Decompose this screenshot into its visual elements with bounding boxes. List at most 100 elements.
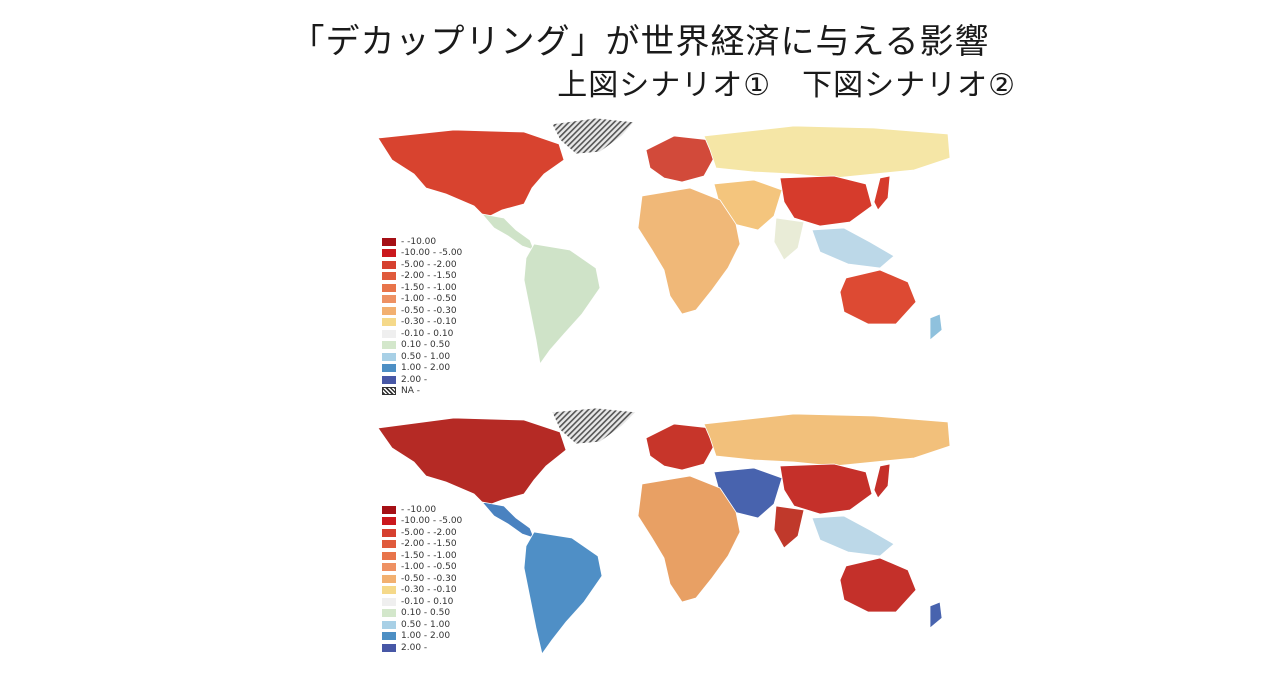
region-australia bbox=[839, 269, 917, 325]
legend-swatch bbox=[382, 352, 396, 361]
region-north-america bbox=[377, 129, 565, 219]
legend-swatch bbox=[382, 283, 396, 292]
legend-swatch bbox=[382, 540, 396, 549]
region-greenland bbox=[551, 118, 635, 155]
legend-swatch-na bbox=[382, 387, 396, 396]
legend-item: -2.00 - -1.50 bbox=[382, 271, 471, 283]
legend-item: -5.00 - -2.00 bbox=[382, 527, 471, 539]
legend-range-label: -0.30 - -0.10 bbox=[401, 317, 457, 328]
legend-range-label: -1.00 - -0.50 bbox=[401, 562, 457, 573]
legend-swatch bbox=[382, 341, 396, 350]
legend-swatch bbox=[382, 249, 396, 258]
legend-item: -0.50 - -0.30 bbox=[382, 573, 471, 585]
legend-range-label: -1.00 - -0.50 bbox=[401, 294, 457, 305]
legend-range-label: -0.10 - 0.10 bbox=[401, 328, 454, 339]
legend-swatch bbox=[382, 364, 396, 373]
legend-swatch bbox=[382, 272, 396, 281]
legend-swatch bbox=[382, 597, 396, 606]
world-map-1 bbox=[377, 118, 951, 366]
region-se-asia bbox=[811, 227, 895, 269]
legend-item: 0.10 - 0.50 bbox=[382, 340, 471, 352]
legend-item: 1.00 - 2.00 bbox=[382, 363, 471, 375]
region-africa bbox=[637, 475, 741, 603]
legend-item: 2.00 - bbox=[382, 374, 471, 386]
region-russia bbox=[703, 125, 951, 179]
legend-swatch bbox=[382, 643, 396, 652]
legend-swatch bbox=[382, 528, 396, 537]
legend-item: -10.00 - -5.00 bbox=[382, 248, 471, 260]
legend-item: 2.00 - bbox=[382, 642, 471, 654]
region-new-zealand bbox=[929, 313, 943, 341]
region-europe bbox=[645, 135, 715, 183]
legend-item: -0.30 - -0.10 bbox=[382, 317, 471, 329]
legend-item-na: NA - bbox=[382, 386, 471, 398]
legend-swatch bbox=[382, 237, 396, 246]
legend-swatch bbox=[382, 551, 396, 560]
legend-item: -1.00 - -0.50 bbox=[382, 294, 471, 306]
legend-range-label: -5.00 - -2.00 bbox=[401, 527, 457, 538]
legend-item: -0.10 - 0.10 bbox=[382, 328, 471, 340]
legend-range-label: -1.50 - -1.00 bbox=[401, 282, 457, 293]
legend-range-label: -2.00 - -1.50 bbox=[401, 539, 457, 550]
legend-swatch bbox=[382, 620, 396, 629]
legend-swatch bbox=[382, 609, 396, 618]
region-se-asia bbox=[811, 515, 895, 557]
region-europe bbox=[645, 423, 715, 471]
region-japan bbox=[873, 463, 891, 499]
legend-swatch bbox=[382, 329, 396, 338]
legend-range-label: -0.50 - -0.30 bbox=[401, 305, 457, 316]
legend-range-label: -5.00 - -2.00 bbox=[401, 259, 457, 270]
legend-range-label: 0.50 - 1.00 bbox=[401, 351, 451, 362]
legend-item: -0.50 - -0.30 bbox=[382, 305, 471, 317]
region-india bbox=[773, 505, 805, 549]
legend-range-label: 2.00 - bbox=[401, 374, 428, 385]
region-china bbox=[779, 463, 873, 515]
legend-swatch bbox=[382, 295, 396, 304]
page-title: 「デカップリング」が世界経済に与える影響 bbox=[290, 22, 990, 62]
legend-item: -5.00 - -2.00 bbox=[382, 259, 471, 271]
legend-item: -0.10 - 0.10 bbox=[382, 596, 471, 608]
region-north-america bbox=[377, 417, 567, 507]
legend-range-label: 0.10 - 0.50 bbox=[401, 608, 451, 619]
region-south-america bbox=[523, 531, 603, 655]
legend-range-label: -1.50 - -1.00 bbox=[401, 550, 457, 561]
legend-range-label: 0.50 - 1.00 bbox=[401, 619, 451, 630]
region-greenland bbox=[551, 408, 637, 445]
legend-item: -0.30 - -0.10 bbox=[382, 585, 471, 597]
region-russia bbox=[703, 413, 951, 467]
legend-item: -1.50 - -1.00 bbox=[382, 282, 471, 294]
region-central-america bbox=[480, 501, 535, 539]
legend-swatch bbox=[382, 632, 396, 641]
legend-swatch bbox=[382, 260, 396, 269]
legend-swatch bbox=[382, 318, 396, 327]
legend-na-label: NA - bbox=[401, 386, 420, 397]
legend-range-label: - -10.00 bbox=[401, 504, 437, 515]
legend-range-label: 2.00 - bbox=[401, 642, 428, 653]
legend-swatch bbox=[382, 505, 396, 514]
legend-item: - -10.00 bbox=[382, 236, 471, 248]
legend-range-label: -10.00 - -5.00 bbox=[401, 248, 463, 259]
legend-item: -1.00 - -0.50 bbox=[382, 562, 471, 574]
legend-item: - -10.00 bbox=[382, 504, 471, 516]
legend-item: 0.50 - 1.00 bbox=[382, 351, 471, 363]
legend-range-label: -0.50 - -0.30 bbox=[401, 573, 457, 584]
legend-item: 1.00 - 2.00 bbox=[382, 631, 471, 643]
world-map-2 bbox=[377, 408, 951, 655]
legend-scenario-1: - -10.00 -10.00 - -5.00 -5.00 - -2.00 -2.00… bbox=[382, 236, 471, 397]
region-south-america bbox=[523, 243, 601, 366]
legend-range-label: 1.00 - 2.00 bbox=[401, 363, 451, 374]
legend-item: 0.10 - 0.50 bbox=[382, 608, 471, 620]
legend-range-label: -0.30 - -0.10 bbox=[401, 585, 457, 596]
legend-range-label: -2.00 - -1.50 bbox=[401, 271, 457, 282]
region-africa bbox=[637, 187, 741, 315]
legend-swatch bbox=[382, 517, 396, 526]
page-subtitle: 上図シナリオ① 下図シナリオ② bbox=[557, 68, 1016, 103]
legend-swatch bbox=[382, 574, 396, 583]
region-central-america bbox=[480, 213, 535, 251]
legend-swatch bbox=[382, 375, 396, 384]
legend-scenario-2: - -10.00 -10.00 - -5.00 -5.00 - -2.00 -2.00… bbox=[382, 504, 471, 654]
legend-item: -1.50 - -1.00 bbox=[382, 550, 471, 562]
legend-range-label: 1.00 - 2.00 bbox=[401, 631, 451, 642]
legend-range-label: -10.00 - -5.00 bbox=[401, 516, 463, 527]
region-australia bbox=[839, 557, 917, 613]
